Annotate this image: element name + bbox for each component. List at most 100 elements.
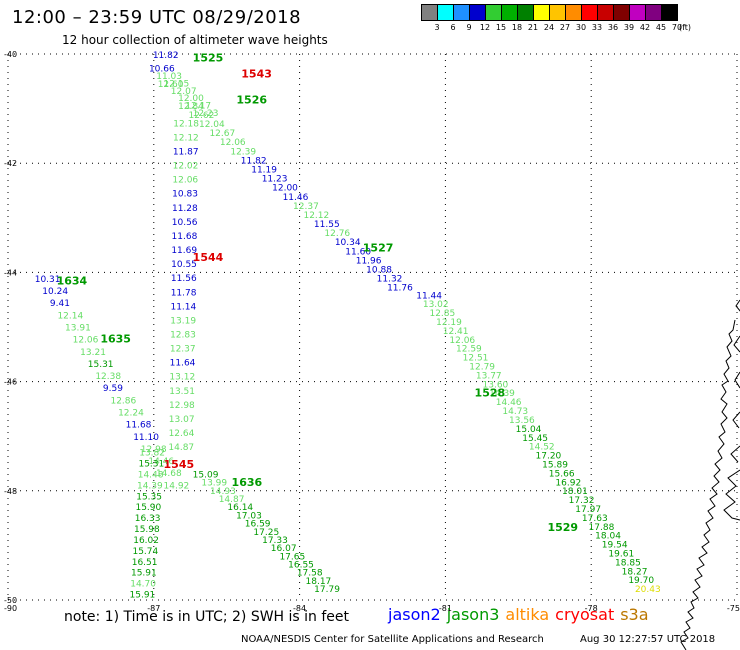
wave-height-value: 14.70 xyxy=(130,580,156,590)
wave-height-value: 11.69 xyxy=(171,246,197,256)
lat-lon-grid xyxy=(7,53,738,601)
wave-height-value: 12.06 xyxy=(172,176,198,186)
legend-label: 27 xyxy=(559,23,571,32)
wave-height-value: 10.24 xyxy=(42,287,68,297)
wave-height-value: 15.31 xyxy=(138,460,164,470)
satellite-label-s3a: s3a xyxy=(620,605,649,624)
wave-height-value: 16.51 xyxy=(132,558,158,568)
wave-height-value: 14.46 xyxy=(148,457,174,467)
satellite-label-jason3: jason3 xyxy=(446,605,500,624)
legend-label: 24 xyxy=(543,23,555,32)
wave-height-value: 16.33 xyxy=(135,514,161,524)
wave-height-value: 14.73 xyxy=(502,407,528,417)
wave-height-value: 11.68 xyxy=(126,421,152,431)
pass-time-label: 1526 xyxy=(236,93,267,106)
wave-height-value: 12.37 xyxy=(170,345,196,355)
latitude-tick-label: -50 xyxy=(4,596,17,605)
wave-height-value: 11.82 xyxy=(241,156,267,166)
wave-height-value: 14.68 xyxy=(156,469,182,479)
pass-time-label: 1635 xyxy=(100,332,131,345)
wave-height-value: 11.19 xyxy=(251,166,277,176)
wave-height-value: 9.41 xyxy=(50,299,70,309)
wave-height-value: 10.88 xyxy=(366,266,392,276)
wave-height-value: 16.59 xyxy=(245,520,271,530)
wave-height-value: 12.06 xyxy=(449,336,475,346)
legend-label: 21 xyxy=(527,23,539,32)
wave-height-value: 10.55 xyxy=(171,260,197,270)
wave-height-value: 19.54 xyxy=(602,541,628,551)
wave-height-value: 11.56 xyxy=(171,274,197,284)
wave-height-value: 16.07 xyxy=(271,544,297,554)
wave-height-value: 12.00 xyxy=(272,184,298,194)
wave-height-value: 18.01 xyxy=(562,487,588,497)
coastline xyxy=(680,299,740,650)
wave-height-value: 11.03 xyxy=(156,72,182,82)
wave-height-value: 15.35 xyxy=(136,492,162,502)
wave-height-value: 13.02 xyxy=(423,300,449,310)
wave-height-value: 17.88 xyxy=(589,523,615,533)
pass-time-label: 1525 xyxy=(193,51,224,64)
pass-time-label: 1543 xyxy=(241,68,272,81)
wave-height-value: 11.82 xyxy=(153,51,179,61)
units-note: note: 1) Time is in UTC; 2) SWH is in fe… xyxy=(64,609,350,625)
legend-label: 9 xyxy=(466,23,472,32)
wave-height-value: 10.56 xyxy=(172,218,198,228)
wave-height-value: 17.65 xyxy=(279,552,305,562)
wave-height-value: 12.18 xyxy=(173,119,199,129)
wave-height-value: 12.12 xyxy=(173,133,199,143)
wave-height-value: 13.77 xyxy=(476,371,502,381)
wave-height-value: 13.99 xyxy=(201,479,227,489)
wave-height-value: 12.14 xyxy=(57,311,83,321)
wave-height-value: 12.85 xyxy=(429,309,455,319)
wave-height-value: 10.31 xyxy=(35,275,61,285)
wave-height-value: 15.09 xyxy=(193,470,219,480)
wave-height-value: 12.02 xyxy=(173,162,199,172)
wave-height-value: 13.12 xyxy=(169,373,195,383)
wave-height-value: 15.04 xyxy=(516,425,542,435)
wave-height-value: 10.83 xyxy=(172,190,198,200)
wave-height-value: 15.45 xyxy=(522,434,548,444)
wave-height-value: 12.41 xyxy=(443,327,469,337)
longitude-tick-label: -90 xyxy=(4,604,17,613)
wave-height-value: 15.31 xyxy=(88,360,114,370)
generated-timestamp: Aug 30 12:27:57 UTC 2018 xyxy=(580,634,716,645)
pass-time-label: 1527 xyxy=(363,241,394,254)
wave-height-value: 13.21 xyxy=(80,348,106,358)
wave-height-value: 12.07 xyxy=(171,87,197,97)
legend-label: 6 xyxy=(450,23,456,32)
wave-height-color-legend: 3 6 9 12 15 18 21 24 27 30 33 36 39 42 45 70 (ft) xyxy=(421,4,691,35)
pass-time-label: 1636 xyxy=(232,476,263,489)
axis-tick-labels: -40 -42 -44 -46 -48 -50-90 -87 -84 -81 -78 -75 xyxy=(4,50,740,613)
wave-height-value: 15.89 xyxy=(542,460,568,470)
legend-swatch xyxy=(661,4,678,21)
pass-time-label: 1545 xyxy=(164,458,195,471)
wave-height-value: 12.83 xyxy=(170,331,196,341)
wave-height-value: 17.03 xyxy=(236,511,262,521)
wave-height-value: 16.92 xyxy=(555,478,581,488)
satellite-label-cryosat: cryosat xyxy=(555,605,615,624)
wave-height-value: 14.87 xyxy=(219,495,245,505)
altimeter-tracks: 10.6611.0312.1512.0712.0012.1712.2312.84… xyxy=(35,51,661,600)
wave-height-value: 12.64 xyxy=(169,429,195,439)
wave-height-value: 16.55 xyxy=(288,561,314,571)
wave-height-value: 10.66 xyxy=(149,65,175,75)
map-title: 12:00 – 23:59 UTC 08/29/2018 xyxy=(12,7,302,28)
wave-height-value: 13.91 xyxy=(65,324,91,334)
wave-height-value: 11.87 xyxy=(173,147,199,157)
wave-height-value: 17.20 xyxy=(536,452,562,462)
wave-height-value: 15.91 xyxy=(130,591,156,601)
wave-height-value: 13.07 xyxy=(169,415,195,425)
legend-label: 70 xyxy=(671,23,683,32)
wave-height-value: 14.48 xyxy=(138,470,164,480)
coastline-chile xyxy=(680,299,740,650)
legend-label: 33 xyxy=(591,23,603,32)
wave-height-value: 12.98 xyxy=(141,445,167,455)
wave-height-value: 12.00 xyxy=(178,94,204,104)
legend-label: 18 xyxy=(511,23,523,32)
wave-height-value: 12.79 xyxy=(469,363,495,373)
wave-height-value: 15.98 xyxy=(134,525,160,535)
wave-height-value: 17.32 xyxy=(569,496,595,506)
legend-label: 39 xyxy=(623,23,635,32)
wave-height-value: 11.44 xyxy=(416,291,442,301)
